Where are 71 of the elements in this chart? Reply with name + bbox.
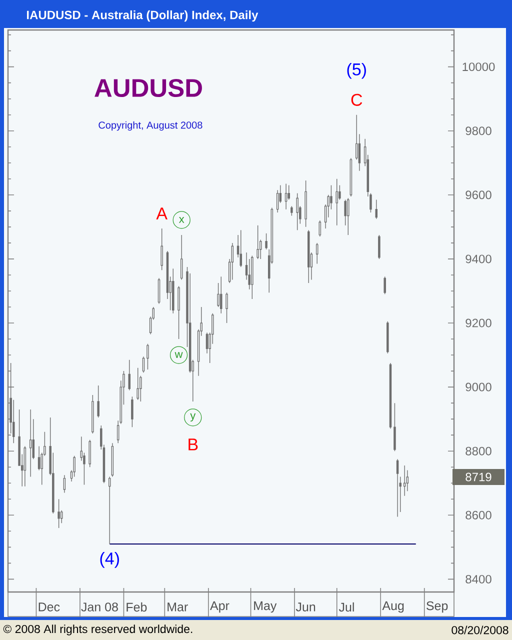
candlestick	[316, 242, 318, 264]
candlestick	[284, 183, 288, 210]
annotation: (5)	[347, 62, 366, 79]
x-tick-label: Apr	[210, 601, 230, 613]
annotation: (4)	[100, 552, 119, 568]
candlestick	[160, 228, 163, 271]
y-tick-label: 9400	[466, 254, 492, 264]
candlestick	[111, 442, 114, 478]
candlestick	[58, 498, 60, 528]
y-tick-label: 8400	[466, 574, 492, 584]
candlestick	[73, 456, 76, 478]
candlestick	[24, 446, 26, 487]
candlestick	[226, 292, 228, 324]
candlestick	[251, 255, 254, 300]
chart-title: IAUDUSD - Australia (Dollar) Index, Daily	[27, 10, 258, 22]
annotation: Copyright, August 2008	[98, 121, 202, 131]
candlestick	[296, 192, 298, 230]
candlestick	[92, 394, 94, 434]
candlestick	[88, 440, 91, 468]
candlestick	[347, 198, 350, 236]
annotation: B	[188, 438, 198, 450]
annotation: w	[174, 352, 183, 358]
candlestick	[136, 367, 139, 400]
annotation: x	[178, 217, 184, 223]
x-tick-label: Jan 08	[81, 602, 118, 612]
x-tick-label: Mar	[168, 602, 188, 612]
candlestick	[158, 278, 160, 304]
candlestick	[384, 276, 386, 295]
candlestick	[146, 343, 149, 370]
candlestick	[304, 180, 307, 228]
candlestick	[350, 158, 352, 197]
candlestick	[308, 230, 310, 284]
y-tick-label: 8719	[466, 472, 492, 482]
candlestick	[290, 206, 293, 216]
candlestick	[386, 321, 389, 354]
candlestick	[396, 458, 399, 518]
text: © 2008 All rights reserved worldwide.	[3, 624, 192, 636]
y-tick-label: 9000	[466, 382, 492, 392]
candlestick	[318, 220, 322, 237]
candlestick	[378, 234, 380, 260]
x-tick-label: Jun	[296, 602, 316, 612]
candlestick	[231, 242, 234, 280]
annotation: C	[351, 94, 362, 106]
y-tick-label: 9600	[466, 190, 492, 200]
x-tick-label: May	[254, 601, 277, 613]
y-tick-label: 10000	[462, 62, 495, 72]
y-tick-label: 8600	[466, 510, 492, 520]
candlestick	[29, 409, 32, 478]
annotation: A	[156, 208, 168, 220]
candlestick	[276, 190, 279, 213]
y-tick-label: 9200	[466, 318, 492, 328]
candlestick	[172, 268, 174, 314]
candlestick	[131, 396, 134, 428]
candlestick	[394, 402, 396, 452]
candlestick	[97, 385, 100, 418]
x-tick-label: Feb	[126, 602, 147, 612]
x-tick-label: Aug	[382, 601, 404, 613]
x-tick-label: Sep	[426, 601, 448, 613]
candlestick	[178, 286, 180, 340]
y-tick-label: 8800	[466, 446, 492, 456]
y-tick-label: 9800	[466, 126, 492, 136]
candlestick	[142, 356, 145, 373]
candlestick	[256, 224, 259, 260]
candlestick	[63, 474, 66, 494]
candlestick	[265, 232, 268, 250]
annotation: y	[190, 413, 196, 422]
text: AUDUSD	[94, 78, 202, 98]
x-tick-label: Jul	[338, 602, 354, 612]
x-tick-label: Dec	[38, 602, 60, 612]
candlestick	[336, 178, 338, 226]
text: 08/20/2008	[452, 626, 508, 634]
